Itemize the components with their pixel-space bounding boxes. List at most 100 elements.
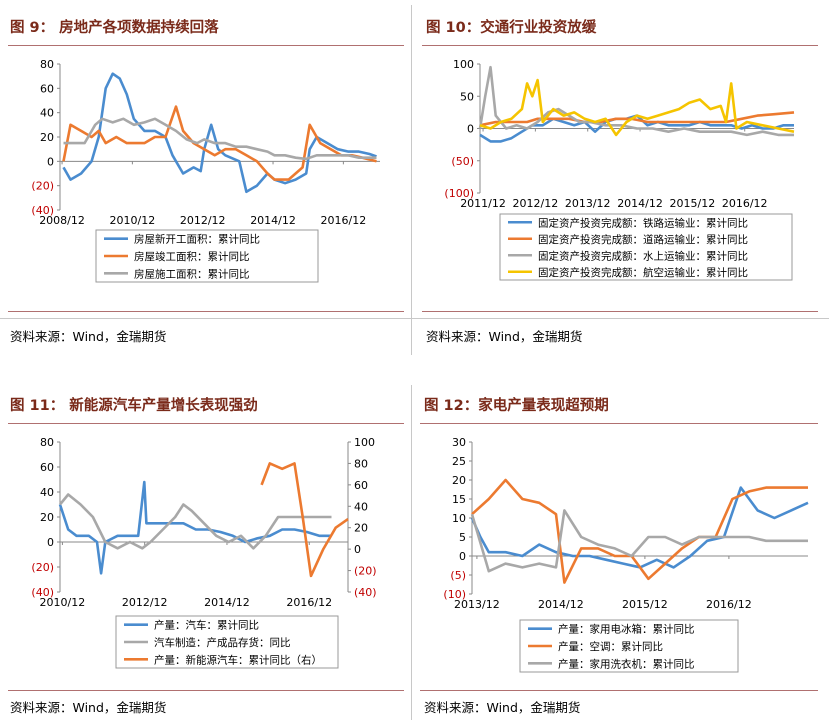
legend-label: 产量：汽车：累计同比 [154,619,259,632]
x-tick-label: 2013/12 [454,598,500,611]
chart-nev-production: 806040200(20)(40)100806040200(20)(40)201… [31,436,377,669]
series-line-1 [470,486,809,569]
y2-tick-label: 40 [354,500,368,513]
y-tick-label: (40) [31,586,54,599]
row-divider [0,318,829,319]
x-tick-label: 2016/12 [286,596,332,609]
y2-tick-label: 80 [354,457,368,470]
panel-12-title-rule [420,423,818,424]
legend-label: 房屋新开工面积：累计同比 [134,233,260,246]
panel-12-source: 资料来源：Wind，金瑞期货 [424,700,581,715]
legend-label: 汽车制造：产成品存货：同比 [154,636,291,649]
y-tick-label: (40) [31,204,54,217]
y-tick-label: 25 [452,455,466,468]
panel-10-source: 资料来源：Wind，金瑞期货 [426,329,583,344]
x-tick-label: 2016/12 [722,197,768,210]
series-line-4 [479,78,795,137]
y-tick-label: 15 [452,493,466,506]
series-line-1 [58,480,332,575]
panel-9-title-rule [8,45,404,46]
panel-10-title: 图 10：交通行业投资放缓 [426,20,597,36]
panel-9-title: 图 9： 房地产各项数据持续回落 [10,20,219,36]
x-tick-label: 2016/12 [706,598,752,611]
panel-11-title: 图 11： 新能源汽车产量增长表现强劲 [10,398,258,414]
y-tick-label: 80 [40,436,54,449]
x-tick-label: 2012/12 [180,214,226,227]
x-tick-label: 2010/12 [110,214,156,227]
series-line-2 [62,105,377,181]
series-line-3 [63,117,377,161]
x-tick-label: 2016/12 [321,214,367,227]
panel-11-bottom-rule [8,690,404,691]
series-line-2 [58,493,332,550]
y-tick-label: 0 [47,536,54,549]
y-tick-label: (100) [444,187,474,200]
legend-label: 产量：新能源汽车：累计同比（右） [154,653,322,666]
divider-top [411,5,412,355]
x-tick-label: 2014/12 [204,596,250,609]
divider-bottom [411,385,412,720]
y2-tick-label: 20 [354,522,368,535]
x-tick-label: 2008/12 [39,214,85,227]
series-line-1 [62,72,377,194]
y2-tick-label: 0 [354,543,361,556]
y-tick-label: 80 [40,58,54,71]
x-tick-label: 2014/12 [538,598,584,611]
chart-appliance-production: 30 25 20 15 10 5 0 (5) (10)2013/12 2014/12 2015/12… [443,436,809,673]
series-line-3 [260,462,349,578]
panel-11-source: 资料来源：Wind，金瑞期货 [10,700,167,715]
legend-label: 固定资产投资完成额：水上运输业：累计同比 [538,249,748,262]
legend-box [95,229,319,283]
x-tick-label: 2013/12 [565,197,611,210]
x-tick-label: 2011/12 [460,197,506,210]
y-tick-label: 20 [40,511,54,524]
y-tick-label: (20) [31,561,54,574]
legend-box [115,615,339,669]
legend-label: 固定资产投资完成额：铁路运输业：累计同比 [538,216,748,229]
legend-box [499,213,793,281]
legend-box [519,619,739,673]
y2-tick-label: 60 [354,479,368,492]
y-tick-label: 5 [459,531,466,544]
legend-label: 产量：空调：累计同比 [558,640,663,653]
panel-10-title-rule [422,45,818,46]
x-tick-label: 2015/12 [670,197,716,210]
y-tick-label: 0 [459,550,466,563]
y-tick-label: 100 [453,58,474,71]
x-tick-label: 2012/12 [122,596,168,609]
y-tick-label: 60 [40,461,54,474]
panel-9-source: 资料来源：Wind，金瑞期货 [10,329,167,344]
y-tick-label: 0 [47,155,54,168]
legend-label: 产量：家用洗衣机：累计同比 [558,657,695,670]
y-tick-label: 40 [40,107,54,120]
y2-tick-label: 100 [354,436,375,449]
y-tick-label: 30 [452,436,466,449]
panel-12-title: 图 12：家电产量表现超预期 [424,398,609,414]
x-tick-label: 2010/12 [40,596,86,609]
x-tick-label: 2014/12 [250,214,296,227]
y-tick-label: (5) [450,569,466,582]
y-tick-label: 50 [460,90,474,103]
y-tick-label: (20) [31,180,54,193]
chart-transport-investment: 100 50 0 (50) (100)2011/12 2012/12 2013/12 2014… [444,58,795,281]
chart-real-estate: 80 60 40 20 0 (20) (40)2008/12 2010/12 2012/12 20… [31,58,380,283]
series-line-3 [478,65,794,137]
y2-tick-label: (20) [354,565,377,578]
panel-11-title-rule [8,423,404,424]
legend-label: 房屋施工面积：累计同比 [134,267,250,280]
x-tick-label: 2015/12 [622,598,668,611]
panel-9-bottom-rule [8,311,404,312]
legend-label: 房屋竣工面积：累计同比 [134,250,250,263]
series-line-3 [470,509,808,573]
panel-10-bottom-rule [422,311,818,312]
y-tick-label: 60 [40,82,54,95]
y-tick-label: 40 [40,486,54,499]
x-tick-label: 2012/12 [513,197,559,210]
y-tick-label: 0 [467,123,474,136]
y-tick-label: (10) [443,588,466,601]
y-tick-label: (50) [451,155,474,168]
y-tick-label: 10 [452,512,466,525]
legend-label: 产量：家用电冰箱：累计同比 [558,623,695,636]
y-tick-label: 20 [40,131,54,144]
y-tick-label: 20 [452,474,466,487]
